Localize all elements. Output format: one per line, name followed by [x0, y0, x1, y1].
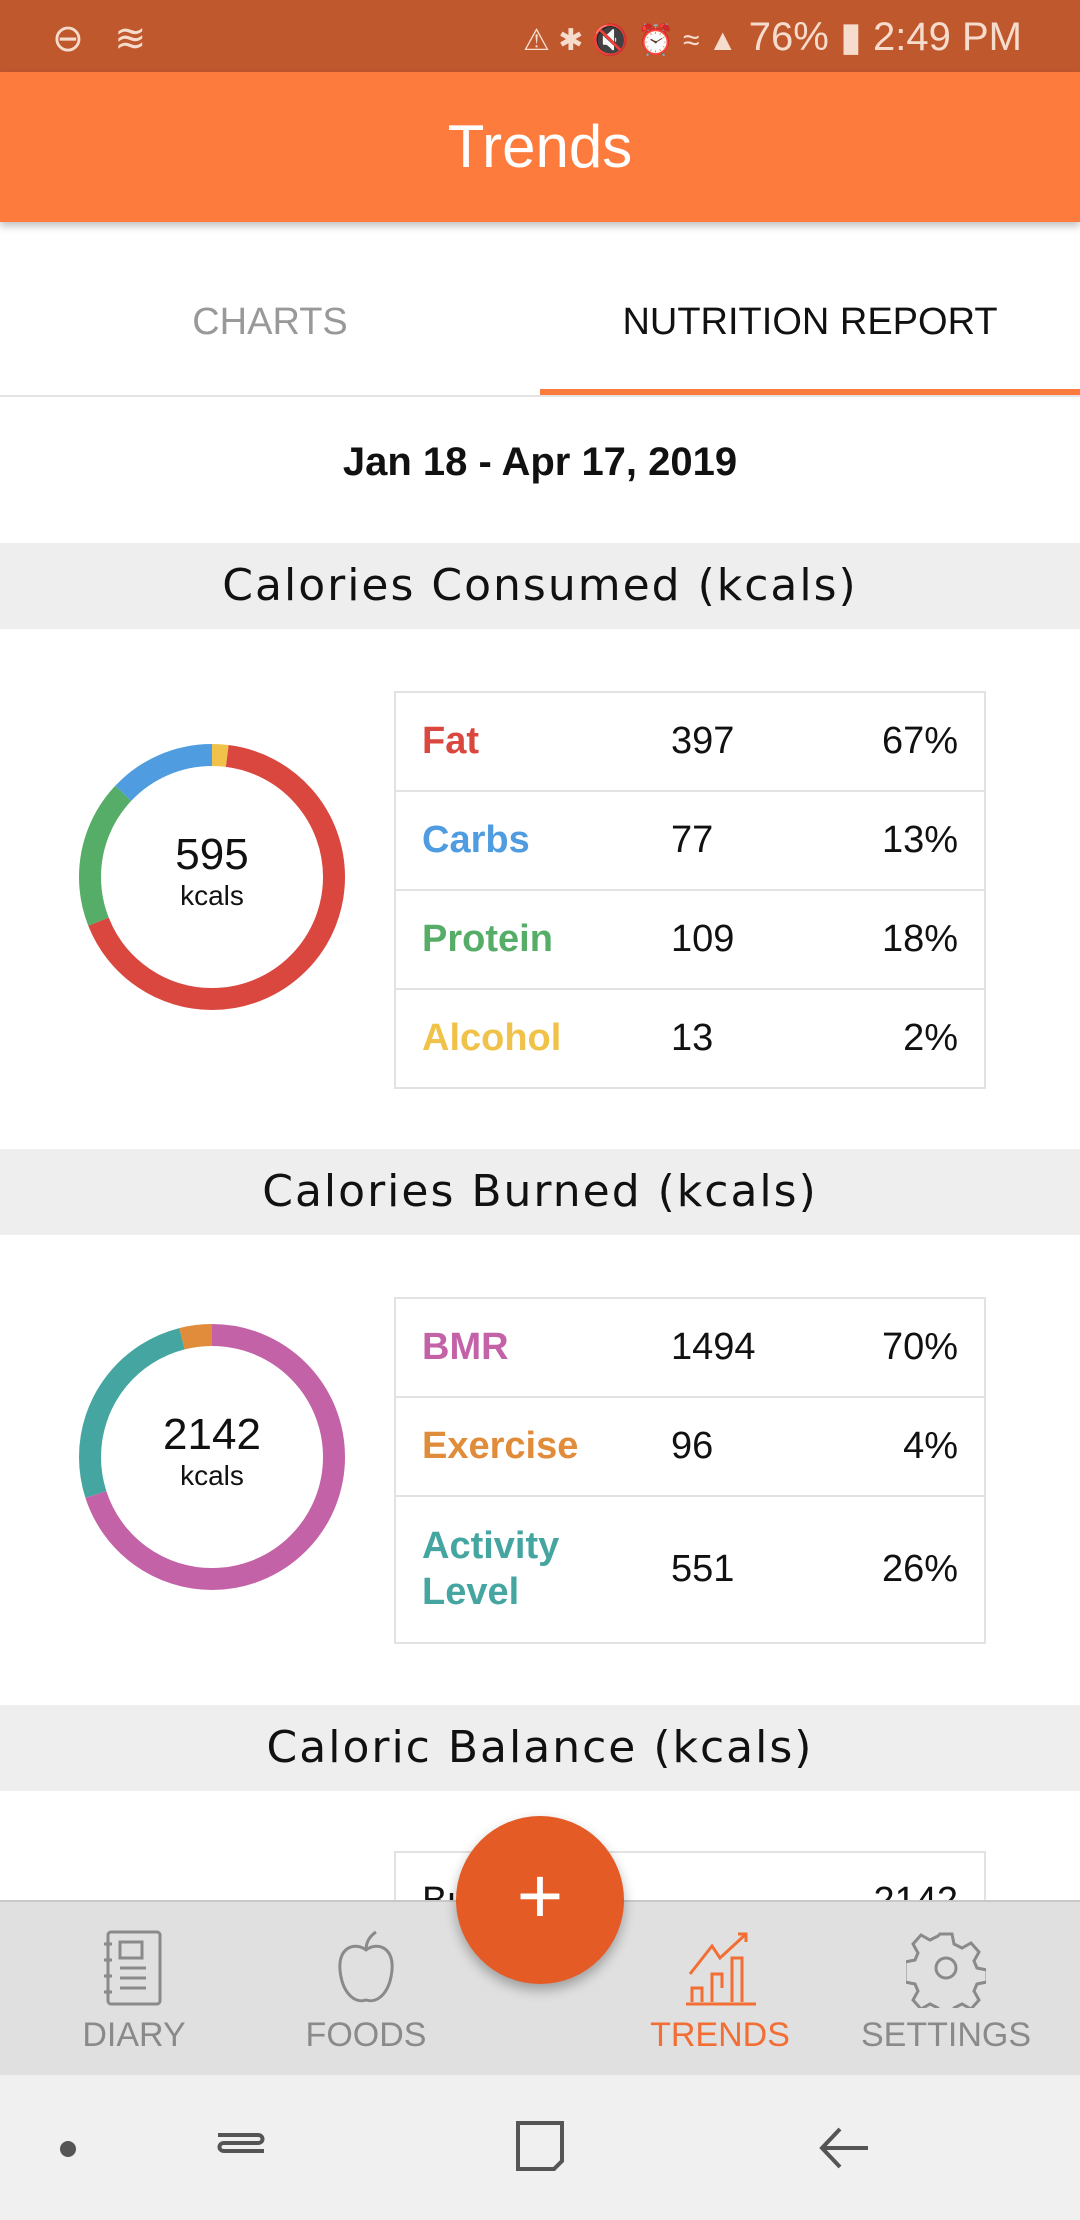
- section-header-consumed: Calories Consumed (kcals): [0, 543, 1080, 629]
- active-tab-indicator: [540, 389, 1080, 395]
- row-value: 77: [645, 790, 806, 890]
- donut-segment-protein: [79, 744, 345, 1010]
- recents-icon[interactable]: [210, 2125, 270, 2175]
- consumed-table: Fat 397 67% Carbs 77 13% Protein 109 18% Alcohol 1…: [394, 691, 986, 1089]
- table-row: Protein 109 18%: [395, 889, 985, 989]
- burned-total: 2142 kcals: [72, 1410, 352, 1492]
- row-percent: 67%: [881, 720, 958, 762]
- row-value: 1494: [671, 1326, 756, 1368]
- row-percent: 13%: [805, 790, 985, 890]
- donut-segment-carbs: [79, 744, 345, 1010]
- table-row: Carbs 77 13%: [395, 790, 985, 890]
- row-label: Alcohol: [395, 988, 645, 1088]
- tab-charts[interactable]: CHARTS: [192, 301, 348, 343]
- page-title: Trends: [447, 113, 633, 180]
- apple-icon: [338, 1930, 394, 2003]
- row-label: Activity Level: [395, 1495, 645, 1643]
- section-header-burned: Calories Burned (kcals): [0, 1149, 1080, 1235]
- row-percent: 4%: [819, 1396, 985, 1496]
- table-row: Activity Level 551 26%: [395, 1495, 985, 1643]
- nav-settings[interactable]: SETTINGS: [846, 1902, 1046, 2077]
- row-percent: 2%: [805, 988, 985, 1088]
- row-label: Exercise: [395, 1396, 645, 1496]
- divider: [0, 395, 1080, 397]
- row-value: 551: [645, 1495, 820, 1643]
- nav-label: SETTINGS: [860, 2016, 1032, 2054]
- consumed-donut-chart: [79, 744, 345, 1010]
- burned-donut-chart: [79, 1324, 345, 1590]
- app-bar: Trends: [0, 72, 1080, 222]
- row-label: BMR: [422, 1325, 509, 1368]
- trends-icon: [686, 1932, 756, 2006]
- status-right: ⚠ ✱ 🔇 ⏰ ≈ ▲ 76% ▮ 2:49 PM: [523, 14, 1022, 60]
- gear-icon: [906, 1932, 986, 2008]
- row-label: Fat: [422, 719, 479, 762]
- notification-icons: ⊖ ≋: [52, 18, 157, 60]
- table-row: BMR 1494 70%: [395, 1298, 985, 1397]
- consumed-total-unit: kcals: [180, 880, 244, 911]
- date-range[interactable]: Jan 18 - Apr 17, 2019: [342, 440, 738, 484]
- home-icon[interactable]: [514, 2119, 568, 2175]
- row-percent: 70%: [881, 1326, 958, 1368]
- consumed-total-value: 595: [175, 830, 249, 879]
- row-value: 13: [645, 988, 806, 1088]
- battery-icon: ▮: [839, 15, 862, 59]
- burned-total-value: 2142: [163, 1410, 261, 1459]
- donut-segment-activity-level: [79, 1324, 345, 1590]
- donut-segment-fat: [79, 744, 345, 1010]
- tab-nutrition-report[interactable]: NUTRITION REPORT: [622, 301, 998, 343]
- table-row: Exercise 96 4%: [395, 1396, 985, 1496]
- row-percent: 26%: [819, 1495, 985, 1643]
- battery-level: 76%: [748, 15, 829, 59]
- row-value: 397: [671, 720, 735, 762]
- nav-foods[interactable]: FOODS: [266, 1902, 466, 2077]
- diary-icon: [104, 1930, 162, 2006]
- nav-label: TRENDS: [650, 2016, 790, 2054]
- status-bar: ⊖ ≋ ⚠ ✱ 🔇 ⏰ ≈ ▲ 76% ▮ 2:49 PM: [0, 0, 1080, 72]
- row-value: 96: [645, 1396, 820, 1496]
- nav-trends[interactable]: TRENDS: [620, 1902, 820, 2077]
- table-row: Fat 397 67%: [395, 692, 985, 791]
- burned-total-unit: kcals: [180, 1460, 244, 1491]
- row-percent: 18%: [805, 889, 985, 989]
- nav-label: DIARY: [82, 2016, 186, 2054]
- table-row: Alcohol 13 2%: [395, 988, 985, 1088]
- burned-table: BMR 1494 70% Exercise 96 4% Activity Level 551 2…: [394, 1297, 986, 1644]
- nav-label: FOODS: [305, 2016, 427, 2054]
- system-icons: ⚠ ✱ 🔇 ⏰ ≈ ▲: [523, 24, 738, 57]
- consumed-total: 595 kcals: [72, 830, 352, 912]
- row-label: Carbs: [395, 790, 645, 890]
- add-button[interactable]: +: [456, 1816, 624, 1984]
- nav-diary[interactable]: DIARY: [34, 1902, 234, 2077]
- section-header-balance: Caloric Balance (kcals): [0, 1705, 1080, 1791]
- nav-dot-icon[interactable]: [60, 2141, 76, 2157]
- system-nav-bar: [0, 2075, 1080, 2220]
- donut-segment-exercise: [79, 1324, 345, 1590]
- row-value: 109: [645, 889, 806, 989]
- row-label: Protein: [395, 889, 645, 989]
- clock: 2:49 PM: [873, 15, 1022, 59]
- back-icon[interactable]: [816, 2123, 872, 2173]
